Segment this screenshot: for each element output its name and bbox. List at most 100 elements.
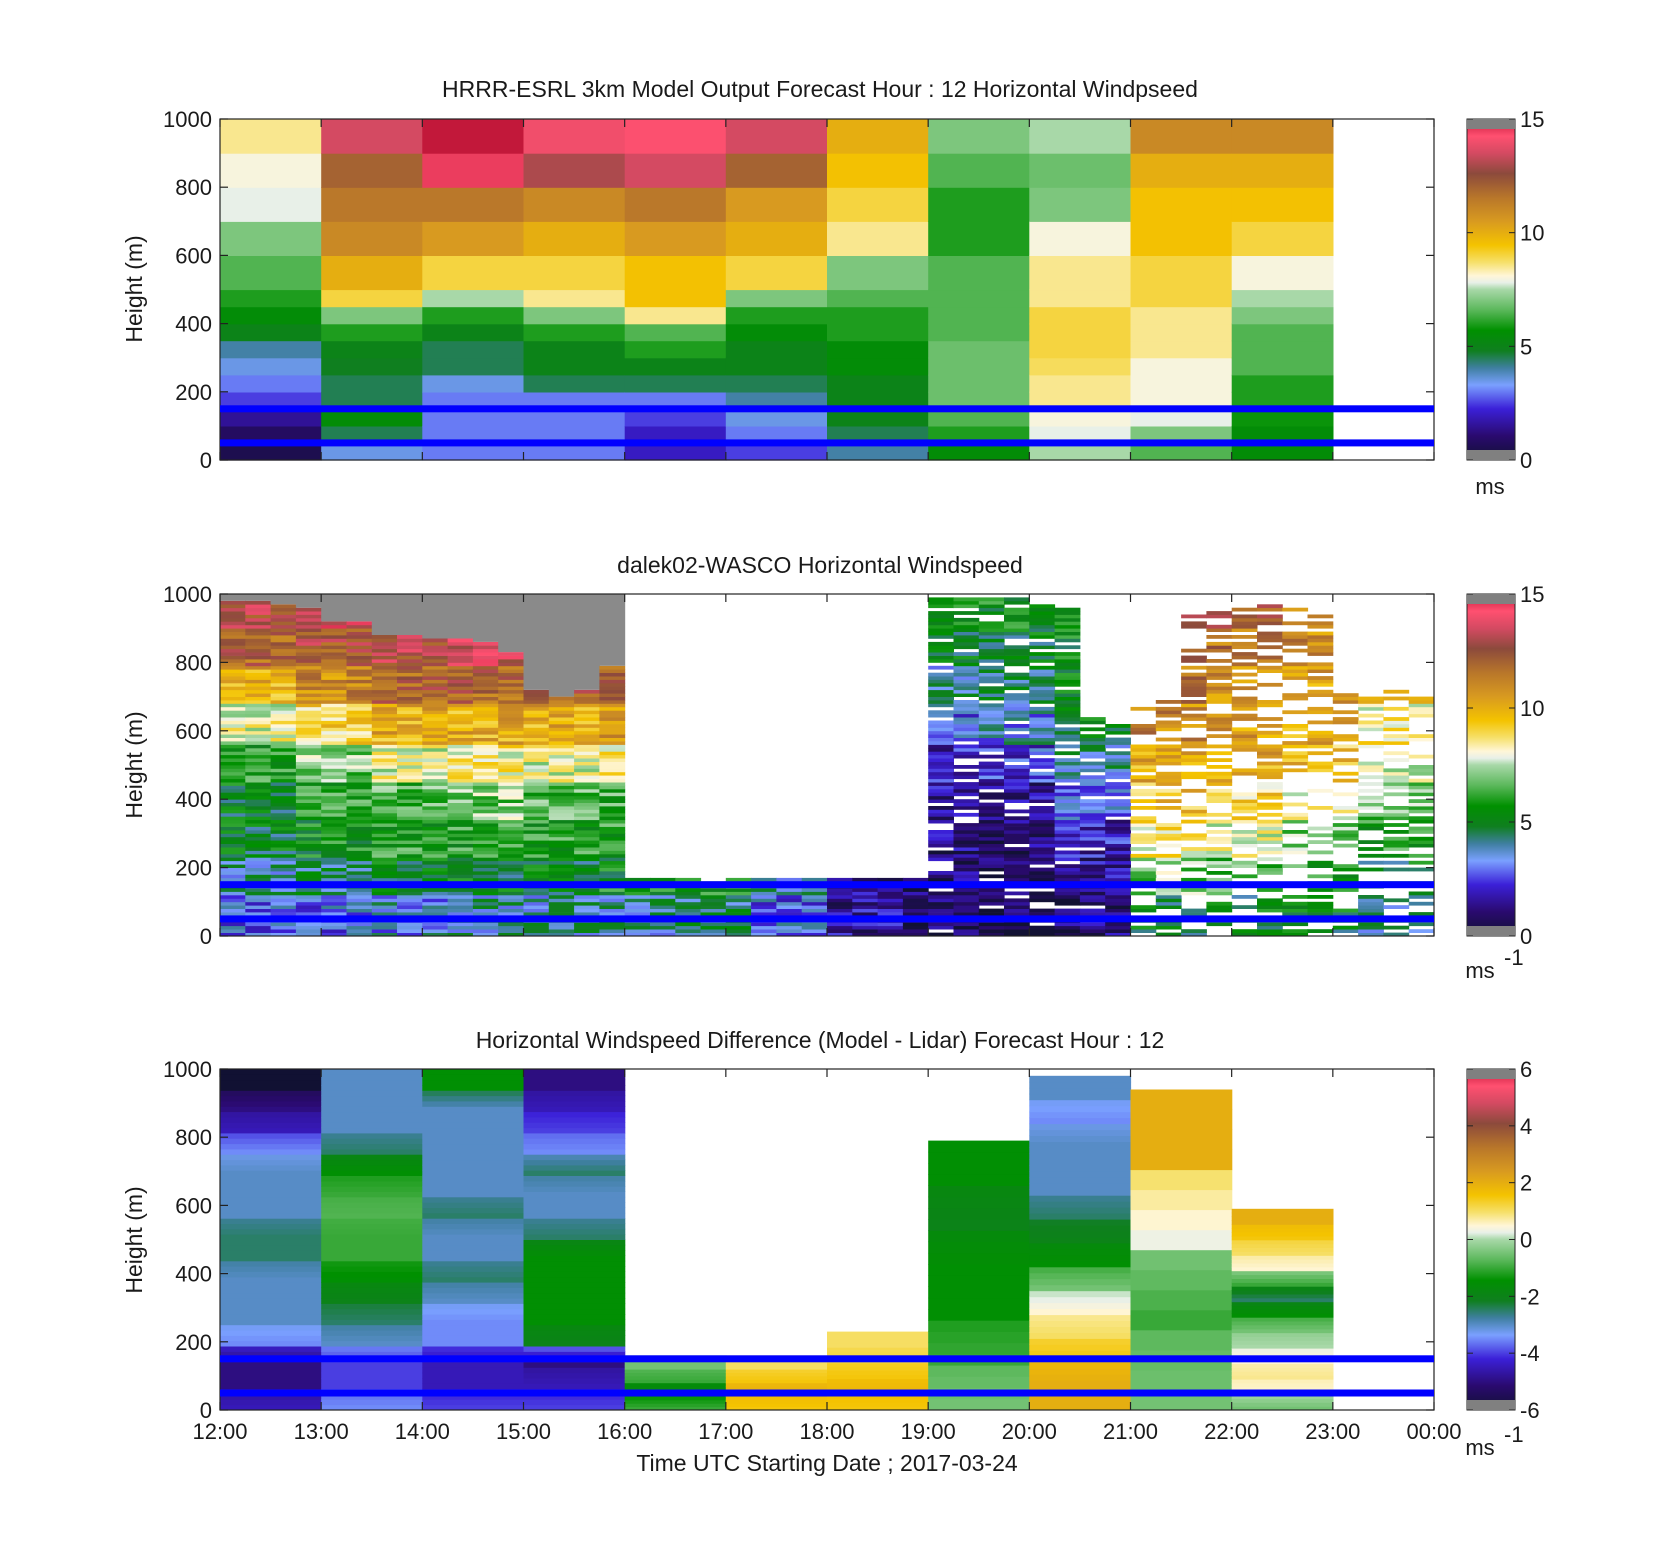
heatmap-cell — [498, 700, 524, 704]
heatmap-cell — [1282, 932, 1309, 937]
heatmap-cell — [574, 891, 600, 896]
heatmap-cell — [472, 864, 499, 868]
heatmap-cell — [1231, 255, 1334, 291]
heatmap-cell — [220, 871, 246, 875]
heatmap-cell — [270, 628, 297, 632]
heatmap-cell — [751, 888, 777, 892]
heatmap-cell — [1079, 877, 1106, 882]
heatmap-cell — [1105, 741, 1131, 745]
heatmap-cell — [1079, 857, 1106, 862]
heatmap-cell — [1054, 696, 1081, 701]
heatmap-cell — [371, 802, 398, 807]
y-tick-label: 600 — [175, 719, 212, 744]
heatmap-cell — [1231, 853, 1258, 858]
heatmap-cell — [346, 689, 373, 694]
heatmap-cell — [1408, 713, 1435, 718]
heatmap-cell — [1029, 713, 1056, 718]
heatmap-cell — [371, 741, 398, 745]
heatmap-cell — [599, 843, 626, 848]
heatmap-cell — [877, 925, 904, 930]
heatmap-cell — [1079, 717, 1106, 721]
heatmap-cell — [1206, 819, 1233, 824]
heatmap-cell — [321, 442, 423, 461]
heatmap-cell — [270, 645, 297, 650]
heatmap-cell — [599, 689, 626, 694]
heatmap-cell — [472, 860, 499, 865]
heatmap-cell — [523, 785, 550, 790]
heatmap-cell — [397, 871, 423, 875]
heatmap-cell — [1004, 672, 1030, 677]
heatmap-cell — [1181, 908, 1207, 913]
reference-line — [220, 439, 1434, 447]
heatmap-cell — [1383, 775, 1410, 780]
heatmap-cell — [220, 1196, 322, 1203]
heatmap-cell — [346, 812, 373, 817]
heatmap-cell — [422, 676, 449, 680]
heatmap-cell — [220, 860, 246, 865]
heatmap-cell — [928, 898, 954, 903]
heatmap-cell — [599, 734, 626, 738]
heatmap-cell — [523, 853, 550, 858]
heatmap-cell — [498, 737, 524, 742]
heatmap-cell — [321, 802, 347, 807]
heatmap-cell — [1181, 717, 1207, 721]
heatmap-cell — [953, 905, 980, 909]
heatmap-cell — [1054, 655, 1081, 660]
heatmap-cell — [523, 703, 550, 708]
heatmap-cell — [1130, 847, 1157, 851]
heatmap-cell — [371, 765, 398, 769]
heatmap-cell — [498, 867, 524, 872]
heatmap-cell — [270, 806, 297, 810]
heatmap-cell — [675, 891, 702, 896]
colorbar-unit: ms — [1465, 958, 1494, 983]
heatmap-cell — [270, 847, 297, 851]
heatmap-cell — [220, 655, 246, 660]
heatmap-cell — [624, 908, 651, 913]
y-tick-label: 600 — [175, 1193, 212, 1218]
heatmap-cell — [902, 912, 929, 916]
heatmap-cell — [1358, 706, 1384, 711]
heatmap-cell — [1029, 929, 1056, 933]
heatmap-cell — [1029, 782, 1056, 786]
heatmap-cell — [624, 1399, 727, 1404]
heatmap-cell — [574, 788, 600, 793]
heatmap-cell — [1383, 717, 1410, 721]
heatmap-cell — [548, 898, 575, 903]
heatmap-cell — [1282, 710, 1309, 715]
heatmap-cell — [928, 799, 954, 803]
x-tick-label: 13:00 — [294, 1419, 349, 1444]
heatmap-cell — [220, 901, 246, 906]
heatmap-cell — [1307, 908, 1334, 913]
heatmap-cell — [422, 1303, 525, 1310]
heatmap-cell — [1307, 929, 1334, 933]
heatmap-cell — [1105, 860, 1131, 865]
heatmap-cell — [928, 713, 954, 718]
heatmap-cell — [422, 905, 449, 909]
heatmap-cell — [1004, 724, 1030, 728]
heatmap-cell — [1155, 744, 1182, 749]
heatmap-cell — [1231, 1336, 1334, 1341]
heatmap-cell — [1004, 864, 1030, 868]
heatmap-cell — [1307, 905, 1334, 909]
heatmap-cell — [599, 693, 626, 697]
heatmap-cell — [1155, 751, 1182, 756]
heatmap-cell — [953, 877, 980, 882]
heatmap-cell — [321, 1148, 423, 1155]
heatmap-cell — [1257, 703, 1283, 708]
heatmap-cell — [650, 922, 676, 927]
heatmap-cell — [1181, 836, 1207, 841]
heatmap-cell — [751, 922, 777, 927]
heatmap-cell — [827, 255, 929, 291]
heatmap-cell — [397, 724, 423, 728]
heatmap-cell — [1155, 727, 1182, 732]
heatmap-cell — [852, 898, 879, 903]
heatmap-cell — [1181, 724, 1207, 728]
heatmap-cell — [321, 1404, 423, 1411]
heatmap-cell — [1257, 857, 1283, 862]
heatmap-cell — [371, 877, 398, 882]
heatmap-cell — [928, 785, 954, 790]
heatmap-cell — [321, 724, 347, 728]
heatmap-cell — [321, 877, 347, 882]
y-tick-label: 800 — [175, 175, 212, 200]
heatmap-cell — [472, 785, 499, 790]
